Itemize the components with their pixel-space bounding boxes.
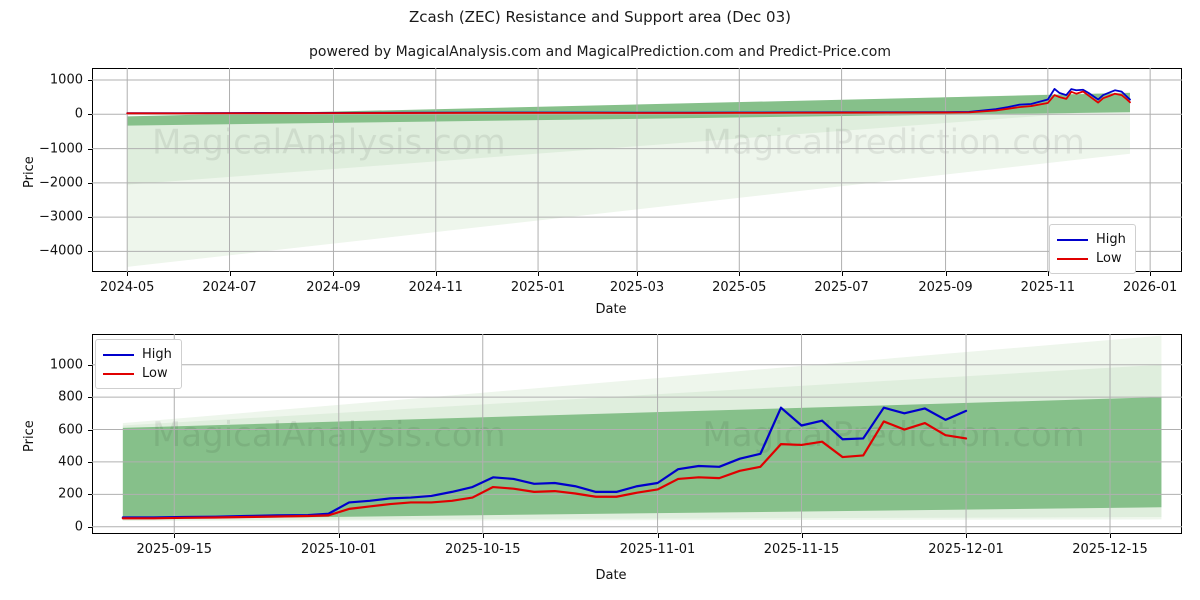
y-tick-label: 400 xyxy=(58,454,83,470)
y-tick-label: −4000 xyxy=(39,243,83,259)
x-tick-mark xyxy=(657,534,659,538)
y-tick-mark xyxy=(88,461,92,463)
page-subtitle: powered by MagicalAnalysis.com and Magic… xyxy=(309,44,891,60)
x-tick-mark xyxy=(333,272,335,276)
x-tick-mark xyxy=(229,272,231,276)
series-line-high xyxy=(121,406,968,519)
x-tick-mark xyxy=(637,272,638,276)
x-tick-label: 2024-07 xyxy=(202,280,257,295)
x-tick-label: 2025-05 xyxy=(712,280,767,295)
y-tick-label: −1000 xyxy=(39,141,83,157)
y-tick-mark xyxy=(88,148,92,150)
y-tick-mark xyxy=(88,114,92,116)
y-tick-label: 600 xyxy=(58,422,83,438)
watermark-text: MagicalPrediction.com xyxy=(702,415,1085,455)
x-tick-label: 2024-05 xyxy=(100,280,155,295)
x-tick-mark xyxy=(127,272,129,276)
x-tick-mark xyxy=(538,272,540,276)
y-tick-label: 1000 xyxy=(49,72,83,88)
y-tick-label: −2000 xyxy=(39,175,83,191)
watermark-text: MagicalAnalysis.com xyxy=(152,123,506,163)
x-tick-label: 2025-12-01 xyxy=(928,542,1004,557)
x-tick-label: 2026-01 xyxy=(1122,280,1178,295)
x-tick-label: 2025-11 xyxy=(1020,280,1076,295)
x-tick-mark xyxy=(1150,272,1152,276)
y-tick-label: 800 xyxy=(58,389,83,405)
watermark-text: MagicalPrediction.com xyxy=(702,123,1085,163)
y-tick-mark xyxy=(88,526,92,528)
x-tick-label: 2025-12-15 xyxy=(1072,542,1148,557)
x-tick-mark xyxy=(739,272,741,276)
x-tick-mark xyxy=(1110,534,1112,538)
legend-swatch-low xyxy=(103,372,134,375)
y-tick-label: 0 xyxy=(74,106,83,122)
x-tick-label: 2025-11-15 xyxy=(763,542,840,557)
detail-xaxis-title: Date xyxy=(595,568,627,583)
overview-chart-panel: MagicalAnalysis.com MagicalPrediction.com xyxy=(92,68,1182,272)
legend-swatch-high xyxy=(1057,238,1088,241)
x-tick-mark xyxy=(801,534,803,538)
legend-label: Low xyxy=(142,366,168,381)
x-tick-mark xyxy=(945,272,947,276)
y-tick-label: 200 xyxy=(58,486,83,502)
y-tick-label: −3000 xyxy=(39,209,83,225)
x-tick-label: 2025-07 xyxy=(814,280,869,295)
legend-swatch-high xyxy=(103,353,134,356)
y-tick-label: 0 xyxy=(74,519,83,535)
legend-item-low[interactable]: Low xyxy=(1057,249,1126,268)
overview-plot-svg: MagicalAnalysis.com MagicalPrediction.com xyxy=(92,68,1182,272)
overview-xaxis-title: Date xyxy=(595,302,627,317)
legend-label: High xyxy=(1096,232,1126,247)
legend-item-high[interactable]: High xyxy=(1057,230,1126,249)
y-tick-mark xyxy=(88,397,92,399)
x-tick-mark xyxy=(174,534,176,538)
legend-item-low[interactable]: Low xyxy=(103,364,172,383)
y-tick-mark xyxy=(88,217,92,219)
watermark-text: MagicalAnalysis.com xyxy=(152,415,506,455)
y-tick-mark xyxy=(88,364,92,366)
y-tick-mark xyxy=(88,182,92,184)
detail-chart-panel: MagicalAnalysis.com MagicalPrediction.com xyxy=(92,334,1182,534)
x-tick-label: 2025-11-01 xyxy=(619,542,696,557)
detail-yaxis-title: Price xyxy=(22,420,37,452)
legend-item-high[interactable]: High xyxy=(103,345,172,364)
page-title: Zcash (ZEC) Resistance and Support area … xyxy=(409,8,791,26)
x-tick-label: 2025-09-15 xyxy=(136,542,213,557)
legend-label: Low xyxy=(1096,251,1122,266)
x-tick-mark xyxy=(482,534,484,538)
x-tick-label: 2025-10-01 xyxy=(301,542,377,557)
x-tick-label: 2024-11 xyxy=(408,280,463,295)
overview-yaxis-title: Price xyxy=(22,156,37,188)
legend-swatch-low xyxy=(1057,257,1088,260)
series-line-low xyxy=(126,90,1131,115)
detail-legend[interactable]: High Low xyxy=(95,339,182,389)
legend-label: High xyxy=(142,347,172,362)
detail-plot-svg: MagicalAnalysis.com MagicalPrediction.com xyxy=(92,334,1182,534)
overview-legend[interactable]: High Low xyxy=(1049,224,1136,274)
detail-plot-area: MagicalAnalysis.com MagicalPrediction.com xyxy=(92,334,1182,534)
band-resistance-strong xyxy=(127,93,1131,126)
y-tick-mark xyxy=(88,494,92,496)
y-tick-mark xyxy=(88,251,92,253)
x-tick-mark xyxy=(966,534,968,538)
y-tick-mark xyxy=(88,429,92,431)
x-tick-label: 2025-03 xyxy=(609,280,665,295)
series-line-low xyxy=(121,420,968,520)
y-tick-mark xyxy=(88,80,92,81)
y-tick-label: 1000 xyxy=(49,357,83,373)
x-tick-label: 2024-09 xyxy=(306,280,361,295)
x-tick-mark xyxy=(841,272,843,276)
overview-plot-area: MagicalAnalysis.com MagicalPrediction.com xyxy=(92,68,1182,272)
x-tick-mark xyxy=(1047,272,1049,276)
x-tick-label: 2025-09 xyxy=(918,280,973,295)
x-tick-mark xyxy=(435,272,437,276)
x-tick-label: 2025-10-15 xyxy=(444,542,521,557)
x-tick-label: 2025-01 xyxy=(510,280,566,295)
x-tick-mark xyxy=(338,534,340,538)
